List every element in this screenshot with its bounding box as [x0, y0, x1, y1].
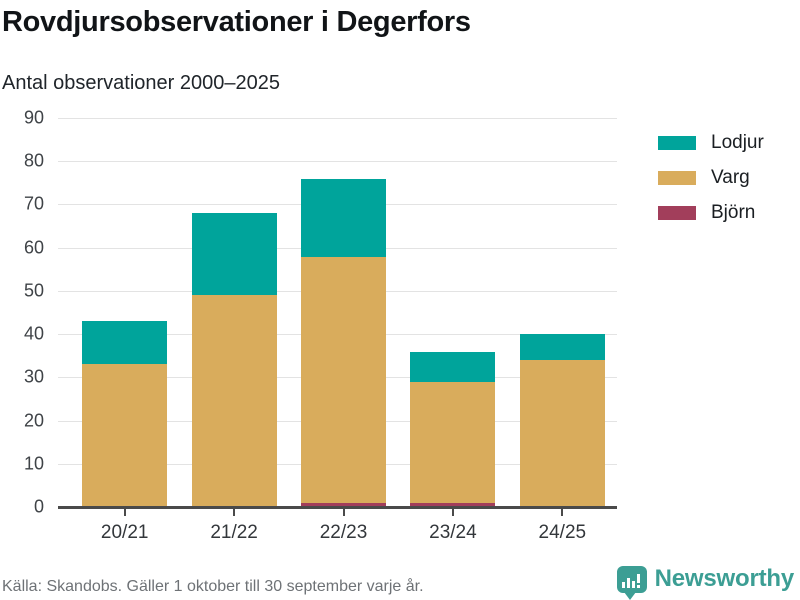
legend-item-lodjur: Lodjur — [658, 132, 764, 154]
x-tick-label: 24/25 — [538, 522, 587, 543]
bar-24-25 — [519, 334, 605, 507]
legend-item-bjorn: Björn — [658, 202, 764, 224]
bar-slot — [179, 118, 288, 507]
bar-segment-varg — [410, 382, 496, 503]
legend-label: Lodjur — [711, 132, 764, 153]
x-tick: 24/25 — [508, 509, 617, 544]
bar-22-23 — [301, 179, 387, 507]
bar-segment-varg — [301, 257, 387, 503]
y-tick-label: 0 — [33, 496, 44, 517]
bar-slot — [398, 118, 507, 507]
bar-23-24 — [410, 352, 496, 507]
x-tick: 21/22 — [179, 509, 288, 544]
bar-slot — [289, 118, 398, 507]
x-tick-label: 21/22 — [210, 522, 258, 543]
bar-segment-lodjur — [191, 213, 277, 295]
y-axis-labels: 0 10 20 30 40 50 60 70 80 90 — [0, 108, 50, 517]
bar-segment-lodjur — [519, 334, 605, 360]
x-tick-mark — [233, 509, 236, 516]
bar-slot — [508, 118, 617, 507]
chart-title: Rovdjursobservationer i Degerfors — [2, 6, 471, 38]
newsworthy-logo: Newsworthy — [616, 565, 795, 600]
x-tick-label: 23/24 — [429, 522, 477, 543]
x-tick-label: 22/23 — [319, 522, 368, 543]
y-tick-label: 80 — [23, 150, 44, 171]
y-tick-label: 70 — [23, 193, 44, 214]
x-tick: 20/21 — [70, 509, 179, 544]
x-tick: 22/23 — [289, 509, 398, 544]
bar-slot — [70, 118, 179, 507]
y-tick-label: 10 — [23, 453, 44, 474]
y-tick-label: 50 — [23, 280, 44, 301]
bar-segment-varg — [519, 360, 605, 507]
bar-segment-lodjur — [301, 179, 387, 257]
legend-swatch — [658, 206, 696, 220]
legend-swatch — [658, 171, 696, 185]
x-tick-mark — [342, 509, 345, 516]
legend-item-varg: Varg — [658, 167, 764, 189]
x-tick: 23/24 — [398, 509, 507, 544]
source-note: Källa: Skandobs. Gäller 1 oktober till 3… — [2, 578, 424, 595]
y-tick-label: 40 — [23, 323, 44, 344]
bar-series — [58, 118, 617, 507]
y-tick-label: 60 — [23, 237, 44, 258]
bar-segment-varg — [191, 295, 277, 507]
legend-label: Varg — [711, 167, 750, 188]
x-tick-mark — [561, 509, 564, 516]
legend: Lodjur Varg Björn — [658, 132, 764, 224]
x-tick-label: 20/21 — [100, 522, 149, 543]
x-tick-mark — [123, 509, 126, 516]
x-axis-labels: 20/21 21/22 22/23 23/24 24/25 — [58, 509, 617, 544]
legend-label: Björn — [711, 202, 756, 223]
bar-segment-lodjur — [82, 321, 168, 364]
y-tick-label: 90 — [23, 107, 44, 128]
newsworthy-bubble-chart-icon — [616, 565, 647, 600]
legend-swatch — [658, 136, 696, 150]
x-tick-mark — [451, 509, 454, 516]
bar-segment-lodjur — [410, 352, 496, 382]
bar-21-22 — [191, 213, 277, 507]
bar-segment-bjorn — [301, 503, 387, 507]
gridline — [58, 161, 617, 163]
x-axis-line — [58, 506, 617, 509]
bar-20-21 — [82, 321, 168, 507]
plot-area — [58, 118, 617, 507]
chart-subtitle: Antal observationer 2000–2025 — [2, 72, 280, 94]
y-tick-label: 20 — [23, 410, 44, 431]
brand-name: Newsworthy — [654, 565, 795, 592]
bar-segment-varg — [82, 364, 168, 507]
y-tick-label: 30 — [23, 366, 44, 387]
bar-segment-bjorn — [410, 503, 496, 507]
gridline — [58, 118, 617, 119]
